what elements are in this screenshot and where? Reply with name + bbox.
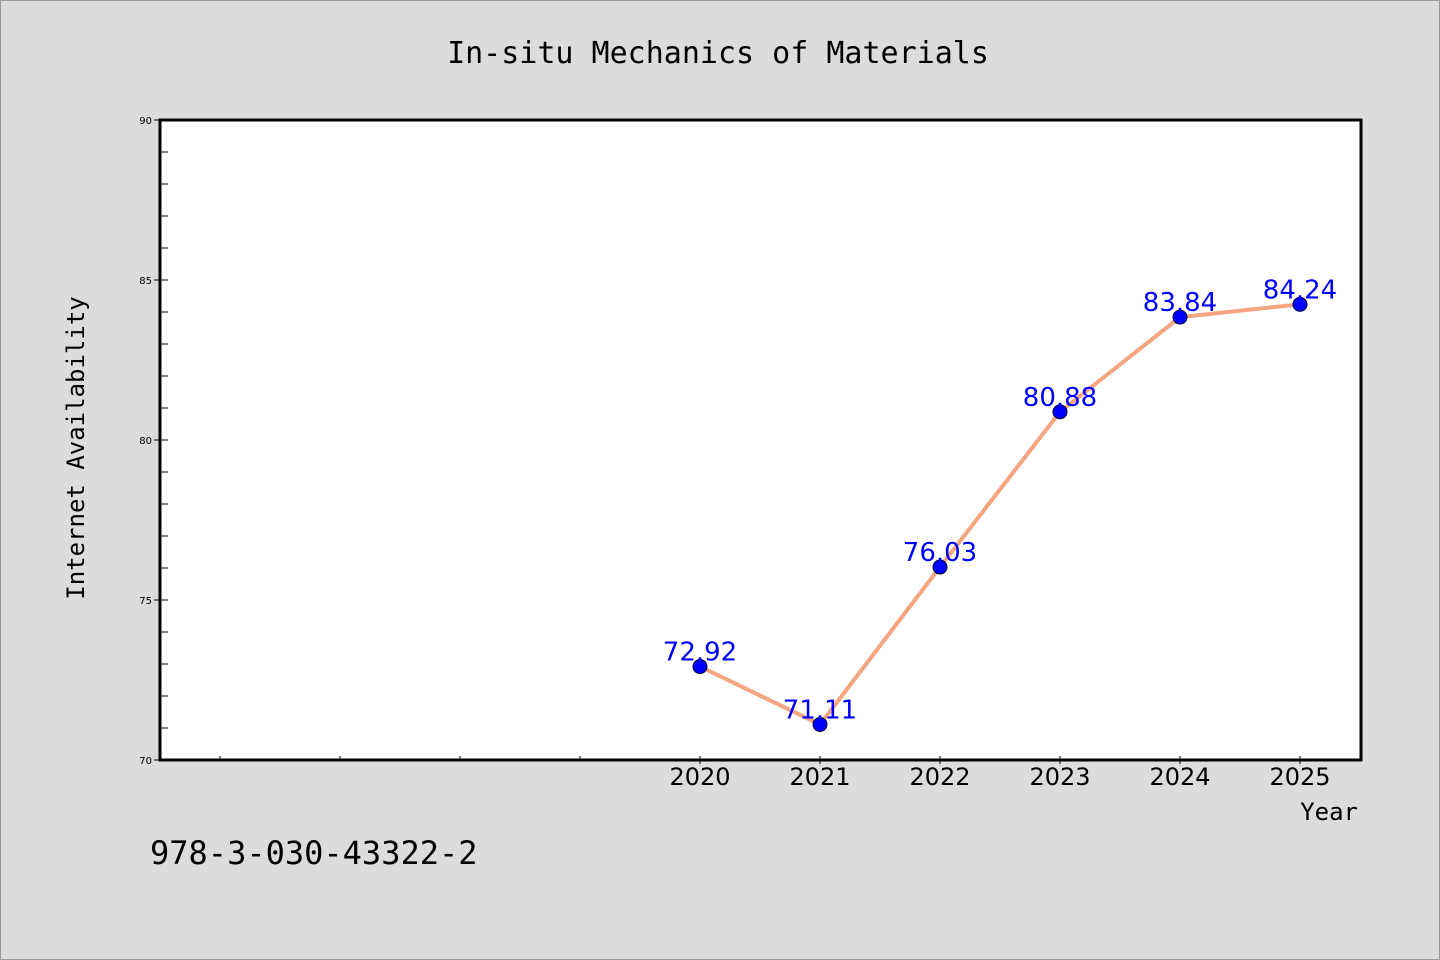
data-point: [692, 659, 708, 675]
data-label: 71.11: [783, 695, 857, 725]
x-axis-label: Year: [1300, 798, 1358, 826]
x-tick-label: 2024: [1149, 763, 1210, 791]
data-labels: 72.92 71.11 76.03 80.88 83.84 84.24: [663, 275, 1337, 725]
footer-isbn: 978-3-030-43322-2: [150, 834, 478, 872]
data-label: 80.88: [1023, 383, 1097, 413]
series-line: [698, 302, 1302, 727]
axis-ticks: 70 75 80 85 90 2020 2021 2022 2023 2024 2025: [139, 116, 1330, 791]
plot-area: [160, 120, 1361, 760]
y-tick-label: 75: [139, 596, 152, 607]
data-point: [1172, 309, 1188, 325]
y-tick-label: 85: [139, 276, 152, 287]
y-tick-label: 80: [139, 436, 152, 447]
x-tick-label: 2023: [1029, 763, 1090, 791]
data-label: 84.24: [1263, 275, 1337, 305]
chart-title: In-situ Mechanics of Materials: [447, 36, 989, 71]
y-axis-label: Internet Availability: [62, 296, 90, 599]
y-tick-label: 70: [139, 756, 152, 767]
x-tick-label: 2021: [789, 763, 850, 791]
y-tick-label: 90: [139, 116, 152, 127]
data-point: [932, 559, 948, 575]
x-tick-label: 2020: [669, 763, 730, 791]
data-label: 83.84: [1143, 288, 1217, 318]
data-point: [1052, 404, 1068, 420]
data-point: [1292, 296, 1308, 312]
data-markers: [692, 296, 1308, 732]
data-point: [812, 716, 828, 732]
data-line: [698, 302, 1302, 727]
plot-frame: [158, 118, 1363, 762]
x-tick-label: 2022: [909, 763, 970, 791]
x-tick-label: 2025: [1269, 763, 1330, 791]
data-label: 72.92: [663, 638, 737, 668]
data-label: 76.03: [903, 538, 977, 568]
